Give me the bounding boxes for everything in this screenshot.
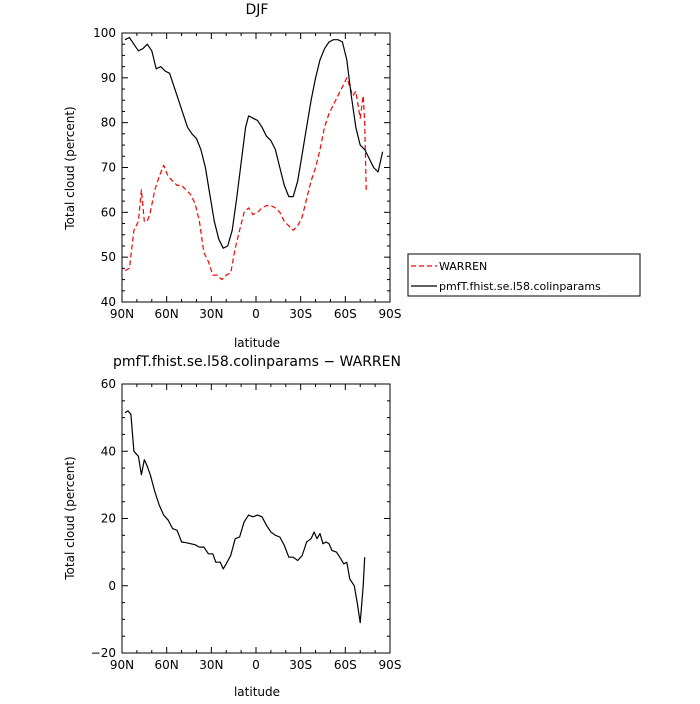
x-tick-label: 90S — [379, 307, 402, 321]
panel1-title: pmfT.fhist.se.l58.colinparams − WARREN — [113, 354, 401, 370]
legend: WARREN pmfT.fhist.se.l58.colinparams — [407, 253, 641, 297]
y-tick-label: 0 — [108, 579, 116, 593]
legend-box — [407, 253, 641, 297]
panel0-xlabel: latitude — [234, 336, 280, 350]
x-tick-label: 60S — [334, 307, 357, 321]
x-tick-label: 90N — [110, 658, 134, 672]
series-line-1 — [124, 36, 384, 249]
x-tick-label: 60N — [155, 658, 179, 672]
panel1-xlabel: latitude — [234, 685, 280, 699]
plot-frame — [121, 383, 391, 654]
x-tick-label: 30S — [289, 658, 312, 672]
x-tick-label: 90S — [379, 658, 402, 672]
x-tick-label: 60S — [334, 658, 357, 672]
y-tick-label: 60 — [101, 205, 116, 219]
x-tick-label: 90N — [110, 307, 134, 321]
y-tick-label: 80 — [101, 116, 116, 130]
panel1-series — [124, 410, 366, 624]
y-tick-label: 70 — [101, 161, 116, 175]
y-tick-label: 40 — [101, 444, 116, 458]
legend-label-model: pmfT.fhist.se.l58.colinparams — [439, 280, 601, 293]
y-tick-label: 60 — [101, 377, 116, 391]
legend-label-warren: WARREN — [439, 260, 487, 273]
panel1-ylabel: Total cloud (percent) — [63, 456, 77, 580]
x-tick-label: 30N — [199, 307, 223, 321]
panel0-title: DJF — [246, 2, 269, 18]
y-tick-label: 90 — [101, 71, 116, 85]
x-tick-label: 0 — [252, 658, 260, 672]
x-tick-label: 30N — [199, 658, 223, 672]
y-tick-label: 50 — [101, 250, 116, 264]
x-tick-label: 0 — [252, 307, 260, 321]
panel0-ylabel: Total cloud (percent) — [63, 106, 77, 230]
series-line-0 — [124, 77, 367, 281]
y-tick-label: 20 — [101, 512, 116, 526]
x-tick-label: 60N — [155, 307, 179, 321]
plot-frame — [121, 32, 391, 303]
y-tick-label: −20 — [91, 646, 116, 660]
panel1-axes: 90N 60N 30N 0 30S 60S 90S −20 0 20 40 60 — [91, 377, 402, 672]
djf-cloud-panel: DJF latitude Total cloud (percent) 90N 60… — [63, 2, 401, 350]
y-tick-label: 100 — [93, 26, 116, 40]
panel0-series — [124, 36, 384, 281]
y-tick-label: 40 — [101, 295, 116, 309]
series-line-0 — [124, 410, 366, 624]
panel0-axes: 90N 60N 30N 0 30S 60S 90S 40 50 60 70 80 90 100 — [93, 26, 401, 321]
difference-panel: pmfT.fhist.se.l58.colinparams − WARREN l… — [63, 354, 401, 699]
x-tick-label: 30S — [289, 307, 312, 321]
